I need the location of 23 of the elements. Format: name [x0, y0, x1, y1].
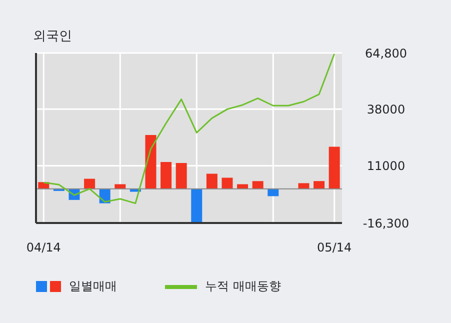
y2-tick-label: 38000	[366, 102, 406, 116]
bar	[206, 174, 218, 189]
bar	[160, 162, 172, 189]
y2-tick-label: 11000	[366, 159, 406, 174]
legend-label: 일별매매	[69, 278, 117, 295]
bar	[252, 181, 264, 189]
bar	[84, 178, 96, 189]
bar	[145, 134, 156, 189]
bar	[328, 146, 340, 189]
chart-title: 외국인	[33, 28, 72, 45]
x-tick-label: 04/14	[26, 240, 61, 255]
legend-label: 누적 매매동향	[205, 278, 281, 295]
bar	[298, 183, 310, 189]
bar	[237, 184, 248, 189]
y2-tick-label: -16,300	[362, 216, 410, 230]
bar	[222, 178, 233, 189]
y2-tick-label: 64,800	[365, 46, 407, 60]
x-tick-label: 05/14	[317, 240, 352, 255]
bar	[176, 163, 187, 189]
bar	[314, 181, 325, 189]
bar	[114, 184, 126, 189]
bar	[191, 188, 202, 222]
line-series	[42, 53, 336, 204]
